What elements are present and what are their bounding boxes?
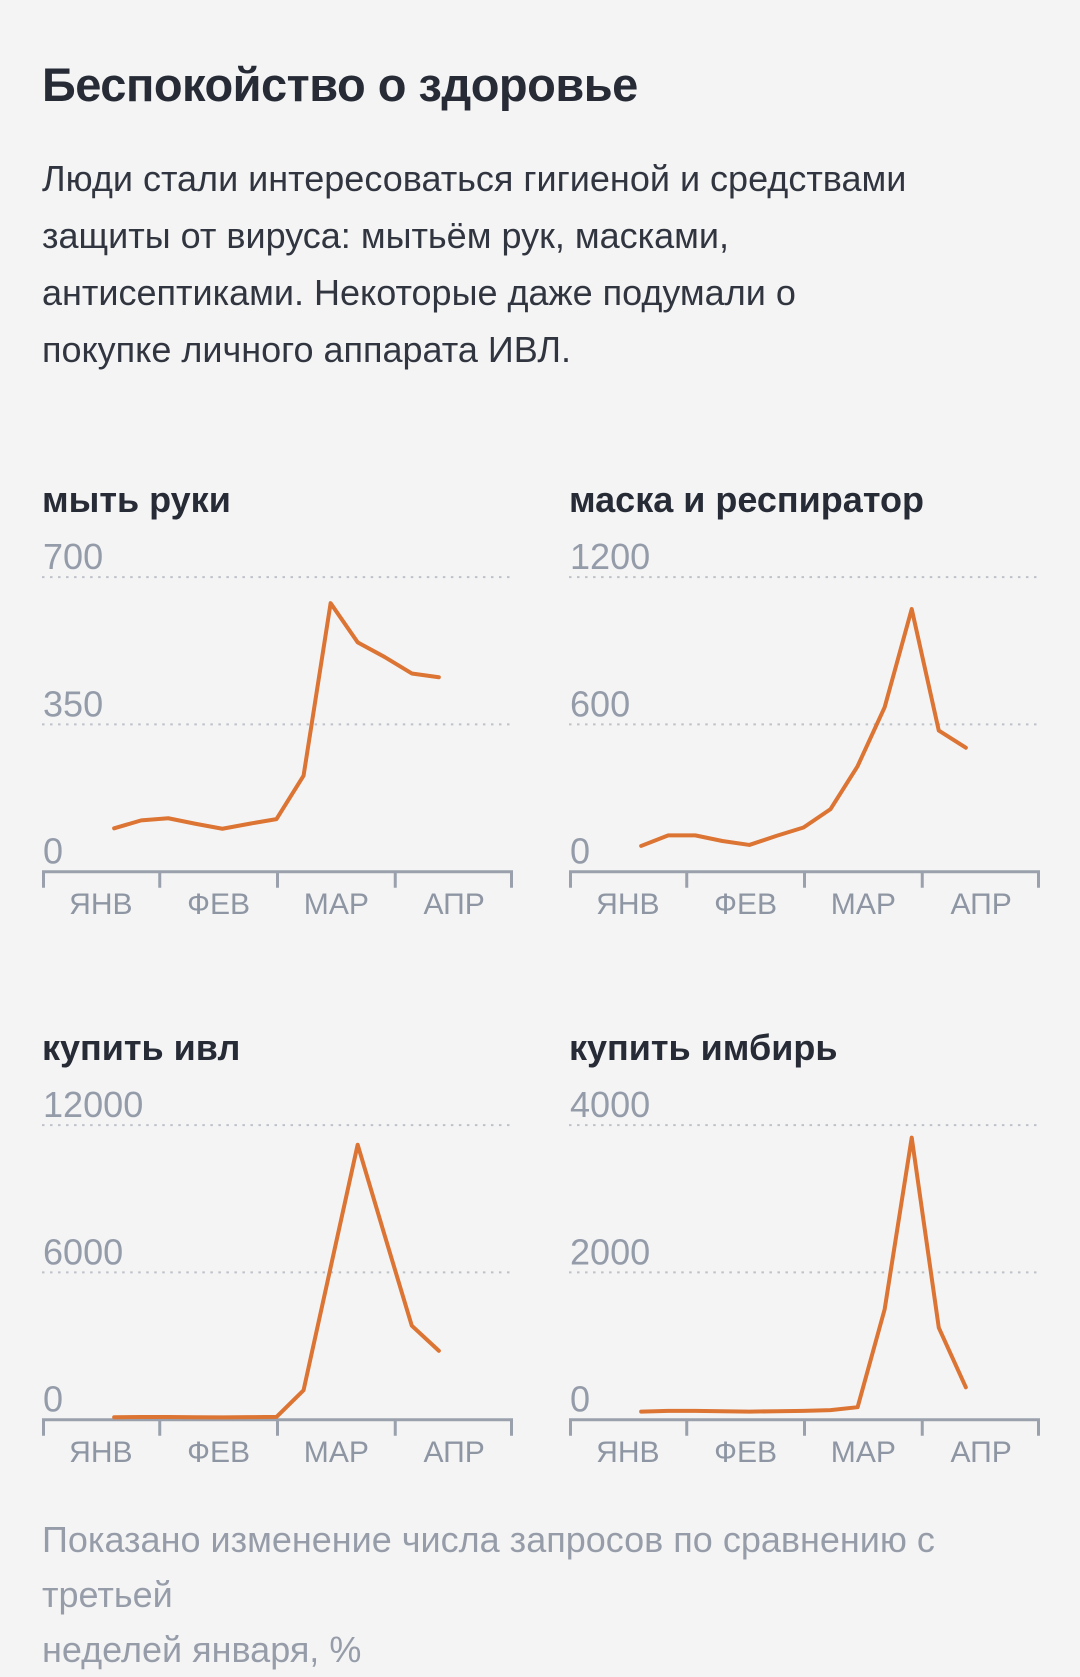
intro-line: антисептиками. Некоторые даже подумали о xyxy=(42,272,796,314)
y-axis-tick-label: 1200 xyxy=(570,536,650,577)
charts-grid: мыть руки 700 350 0 ЯНВ ФЕВ МАР АПР маска и ре… xyxy=(42,478,1040,1476)
chart-buy-ventilator: купить ивл 12000 6000 0 ЯНВ ФЕВ МАР АПР xyxy=(42,1026,513,1476)
x-axis-month-label: ФЕВ xyxy=(714,1436,777,1469)
chart-title: маска и респиратор xyxy=(569,479,924,521)
y-axis-tick-label: 350 xyxy=(43,683,103,724)
page-title: Беспокойство о здоровье xyxy=(42,58,638,111)
intro-line: Люди стали интересоваться гигиеной и сре… xyxy=(42,158,907,200)
y-axis-tick-label: 0 xyxy=(570,1379,590,1420)
y-axis-tick-label: 2000 xyxy=(570,1231,650,1272)
chart-mask-respirator: маска и респиратор 1200 600 0 ЯНВ ФЕВ МАР АПР xyxy=(569,478,1040,928)
x-axis-month-label: ЯНВ xyxy=(596,888,659,921)
y-axis-tick-label: 600 xyxy=(570,683,630,724)
y-axis-tick-label: 0 xyxy=(570,831,590,872)
x-axis-month-label: АПР xyxy=(423,888,484,921)
y-axis-tick-label: 0 xyxy=(43,831,63,872)
chart-title: мыть руки xyxy=(42,479,231,521)
x-axis-month-label: ЯНВ xyxy=(69,1436,132,1469)
y-axis-tick-label: 0 xyxy=(43,1379,63,1420)
x-axis-month-label: ФЕВ xyxy=(714,888,777,921)
intro-line: покупке личного аппарата ИВЛ. xyxy=(42,329,571,371)
x-axis-month-label: АПР xyxy=(950,1436,1011,1469)
x-axis-month-label: МАР xyxy=(304,888,369,921)
series-line xyxy=(639,1135,968,1414)
y-axis-tick-label: 6000 xyxy=(43,1231,123,1272)
footnote-line: неделей января, % xyxy=(42,1628,362,1670)
series-line xyxy=(112,1142,441,1420)
x-axis-month-label: ЯНВ xyxy=(596,1436,659,1469)
x-axis-month-label: ЯНВ xyxy=(69,888,132,921)
x-axis-month-label: МАР xyxy=(304,1436,369,1469)
intro-line: защиты от вируса: мытьём рук, масками, xyxy=(42,215,730,257)
chart-title: купить ивл xyxy=(42,1026,241,1068)
y-axis-tick-label: 12000 xyxy=(43,1084,143,1125)
x-axis-month-label: АПР xyxy=(423,1436,484,1469)
chart-buy-ginger: купить имбирь 4000 2000 0 ЯНВ ФЕВ МАР АПР xyxy=(569,1026,1040,1476)
series-line xyxy=(639,607,968,848)
intro-paragraph: Люди стали интересоваться гигиеной и сре… xyxy=(42,150,1040,378)
chart-title: купить имбирь xyxy=(569,1026,838,1068)
series-line xyxy=(112,601,441,831)
y-axis-tick-label: 4000 xyxy=(570,1084,650,1125)
x-axis-month-label: МАР xyxy=(831,1436,896,1469)
footnote: Показано изменение числа запросов по сра… xyxy=(42,1512,1040,1677)
x-axis-month-label: МАР xyxy=(831,888,896,921)
x-axis-month-label: АПР xyxy=(950,888,1011,921)
x-axis-month-label: ФЕВ xyxy=(187,1436,250,1469)
y-axis-tick-label: 700 xyxy=(43,536,103,577)
footnote-line: Показано изменение числа запросов по сра… xyxy=(42,1518,935,1615)
x-axis-month-label: ФЕВ xyxy=(187,888,250,921)
chart-wash-hands: мыть руки 700 350 0 ЯНВ ФЕВ МАР АПР xyxy=(42,478,513,928)
